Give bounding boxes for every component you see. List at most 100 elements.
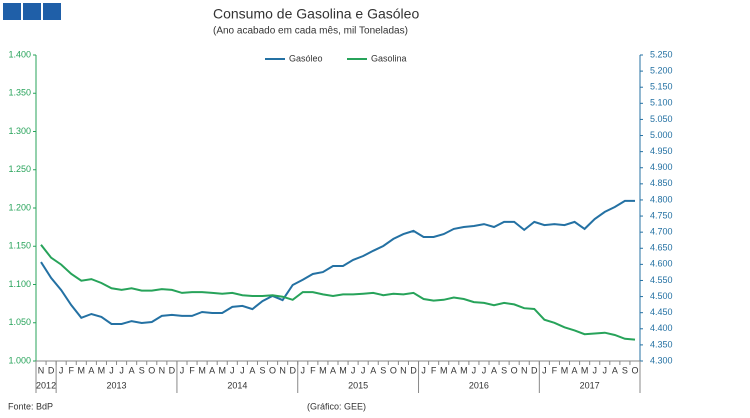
x-tick-label: S <box>139 365 145 375</box>
x-tick-label: S <box>380 365 386 375</box>
y2-tick-label: 4.450 <box>650 307 673 317</box>
year-label: 2012 <box>36 380 56 390</box>
y2-tick-label: 5.250 <box>650 49 673 59</box>
x-tick-label: M <box>198 365 206 375</box>
x-tick-label: O <box>269 365 276 375</box>
y-tick-label: 1.000 <box>8 355 31 365</box>
x-tick-label: J <box>351 365 356 375</box>
y2-tick-label: 5.200 <box>650 65 673 75</box>
x-tick-label: N <box>159 365 166 375</box>
y2-tick-label: 4.600 <box>650 259 673 269</box>
y2-tick-label: 4.650 <box>650 243 673 253</box>
x-tick-label: N <box>400 365 407 375</box>
x-tick-label: J <box>230 365 235 375</box>
y-tick-label: 1.200 <box>8 202 31 212</box>
x-tick-label: O <box>631 365 638 375</box>
y2-tick-label: 4.350 <box>650 339 673 349</box>
legend-label: Gasóleo <box>289 53 323 63</box>
x-tick-label: A <box>572 365 578 375</box>
y2-tick-label: 4.950 <box>650 146 673 156</box>
x-tick-label: J <box>472 365 477 375</box>
chart-title: Consumo de Gasolina e Gasóleo <box>213 6 419 22</box>
x-tick-label: M <box>98 365 106 375</box>
y2-tick-label: 5.000 <box>650 130 673 140</box>
x-tick-label: A <box>451 365 457 375</box>
y-tick-label: 1.350 <box>8 88 31 98</box>
x-tick-label: J <box>59 365 64 375</box>
y2-tick-label: 5.100 <box>650 98 673 108</box>
x-tick-label: M <box>561 365 569 375</box>
y-tick-label: 1.100 <box>8 279 31 289</box>
year-label: 2017 <box>580 380 600 390</box>
x-tick-label: J <box>482 365 487 375</box>
source: Fonte: BdP <box>8 401 53 411</box>
x-tick-label: A <box>88 365 94 375</box>
x-tick-label: A <box>129 365 135 375</box>
y2-tick-label: 5.050 <box>650 114 673 124</box>
series-line <box>40 244 636 341</box>
x-tick-label: F <box>431 365 437 375</box>
x-tick-label: J <box>109 365 114 375</box>
y2-tick-label: 4.750 <box>650 210 673 220</box>
x-tick-label: D <box>410 365 417 375</box>
x-tick-label: O <box>148 365 155 375</box>
x-tick-label: J <box>421 365 426 375</box>
x-tick-label: M <box>218 365 226 375</box>
year-label: 2014 <box>227 380 247 390</box>
x-tick-label: F <box>552 365 558 375</box>
x-tick-label: F <box>189 365 195 375</box>
x-tick-label: J <box>240 365 245 375</box>
x-tick-label: N <box>38 365 45 375</box>
x-tick-label: M <box>460 365 468 375</box>
legend-label: Gasolina <box>371 53 407 63</box>
x-tick-label: F <box>68 365 74 375</box>
chart-subtitle: (Ano acabado em cada mês, mil Toneladas) <box>213 26 408 37</box>
x-tick-label: S <box>259 365 265 375</box>
series-line <box>40 199 635 325</box>
x-tick-label: J <box>119 365 124 375</box>
x-tick-label: M <box>440 365 448 375</box>
x-tick-label: S <box>622 365 628 375</box>
y2-tick-label: 4.800 <box>650 194 673 204</box>
y2-tick-label: 4.400 <box>650 323 673 333</box>
x-tick-label: A <box>491 365 497 375</box>
x-tick-label: M <box>319 365 327 375</box>
x-tick-label: J <box>542 365 547 375</box>
x-tick-label: M <box>581 365 589 375</box>
year-label: 2013 <box>107 380 127 390</box>
x-tick-label: A <box>370 365 376 375</box>
x-tick-label: A <box>249 365 255 375</box>
year-label: 2016 <box>469 380 489 390</box>
y2-tick-label: 4.850 <box>650 178 673 188</box>
x-tick-label: D <box>48 365 55 375</box>
x-tick-label: O <box>511 365 518 375</box>
x-tick-label: J <box>592 365 597 375</box>
y-tick-label: 1.250 <box>8 164 31 174</box>
y2-tick-label: 4.550 <box>650 275 673 285</box>
x-tick-label: M <box>78 365 86 375</box>
x-tick-label: A <box>612 365 618 375</box>
y-tick-label: 1.150 <box>8 241 31 251</box>
y-tick-label: 1.050 <box>8 317 31 327</box>
x-tick-label: M <box>339 365 347 375</box>
x-tick-label: D <box>531 365 538 375</box>
y2-tick-label: 4.900 <box>650 162 673 172</box>
x-tick-label: D <box>289 365 296 375</box>
y-tick-label: 1.300 <box>8 126 31 136</box>
x-tick-label: N <box>279 365 286 375</box>
x-tick-label: F <box>310 365 316 375</box>
y2-tick-label: 4.700 <box>650 227 673 237</box>
logo-square <box>23 3 41 20</box>
y2-tick-label: 4.300 <box>650 355 673 365</box>
logo-square <box>3 3 21 20</box>
y-tick-label: 1.400 <box>8 49 31 59</box>
x-tick-label: N <box>521 365 528 375</box>
year-label: 2015 <box>348 380 368 390</box>
credit: (Gráfico: GEE) <box>307 401 366 411</box>
x-tick-label: J <box>180 365 185 375</box>
x-tick-label: J <box>603 365 608 375</box>
x-tick-label: A <box>209 365 215 375</box>
x-tick-label: S <box>501 365 507 375</box>
x-tick-label: A <box>330 365 336 375</box>
